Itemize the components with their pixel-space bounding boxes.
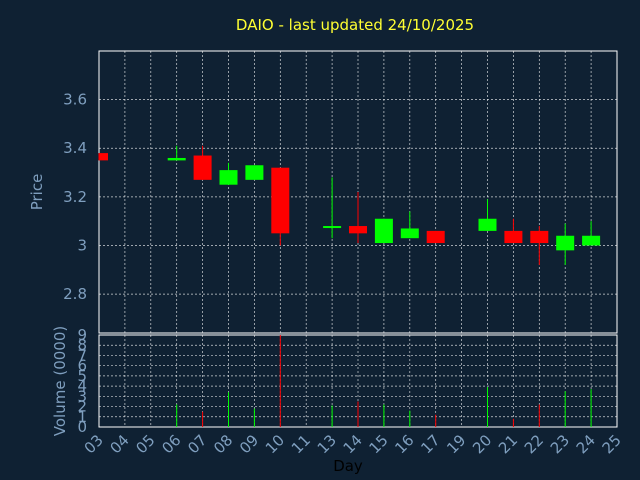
price-axis-label: Price xyxy=(28,174,46,211)
price-tick-label: 2.8 xyxy=(63,285,87,303)
volume-tick-label: 4 xyxy=(77,377,87,395)
candle-body xyxy=(245,165,264,180)
candle-body xyxy=(193,155,212,180)
volume-tick-label: 9 xyxy=(77,326,87,344)
x-axis-label: Day xyxy=(333,457,363,475)
volume-tick-label: 0 xyxy=(77,418,87,436)
x-tick-label: 16 xyxy=(391,431,417,457)
x-tick-label: 21 xyxy=(495,431,521,457)
volume-tick-label: 1 xyxy=(77,408,87,426)
x-tick-label: 04 xyxy=(106,431,132,457)
candle-body xyxy=(219,170,238,185)
candle-body xyxy=(504,230,523,244)
candle-body xyxy=(374,218,393,244)
x-tick-label: 10 xyxy=(262,431,288,457)
x-tick-label: 13 xyxy=(314,431,340,457)
x-tick-label: 14 xyxy=(340,431,366,457)
x-tick-label: 11 xyxy=(288,431,314,457)
candle-body xyxy=(349,226,367,234)
x-tick-label: 20 xyxy=(469,431,495,457)
candle-body xyxy=(556,235,575,251)
x-tick-label: 05 xyxy=(132,431,158,457)
chart-title: DAIO - last updated 24/10/2025 xyxy=(236,16,474,34)
price-tick-label: 3.6 xyxy=(63,91,87,109)
x-tick-label: 06 xyxy=(158,431,184,457)
volume-tick-label: 7 xyxy=(77,346,87,364)
x-tick-label: 09 xyxy=(236,431,262,457)
volume-tick-label: 6 xyxy=(77,357,87,375)
x-tick-label: 08 xyxy=(210,431,236,457)
x-tick-label: 23 xyxy=(547,431,573,457)
candle-body xyxy=(582,235,601,246)
x-tick-label: 22 xyxy=(521,431,547,457)
candle-body xyxy=(530,230,549,244)
volume-tick-label: 2 xyxy=(77,398,87,416)
volume-axis-label: Volume (0000) xyxy=(51,326,69,436)
price-panel: 2.8 3 3.2 3.4 3.6 xyxy=(63,50,618,334)
price-tick-label: 3.2 xyxy=(63,188,87,206)
price-tick-label: 3.4 xyxy=(63,139,87,157)
volume-tick-label: 8 xyxy=(77,336,87,354)
candle-body xyxy=(99,153,108,161)
x-tick-label: 07 xyxy=(184,431,210,457)
candle-body xyxy=(426,230,445,244)
price-tick-label: 3 xyxy=(77,236,87,254)
x-tick-label: 17 xyxy=(417,431,443,457)
candle-body xyxy=(478,218,497,231)
x-tick-label: 15 xyxy=(365,431,391,457)
candle-body xyxy=(323,226,342,229)
x-tick-label: 24 xyxy=(573,431,599,457)
volume-tick-label: 5 xyxy=(77,367,87,385)
x-tick-label: 19 xyxy=(443,431,469,457)
x-tick-label: 25 xyxy=(599,431,625,457)
volume-tick-label: 3 xyxy=(77,387,87,405)
candle-body xyxy=(167,157,186,161)
candle-body xyxy=(400,228,419,239)
candle-body xyxy=(271,167,290,234)
